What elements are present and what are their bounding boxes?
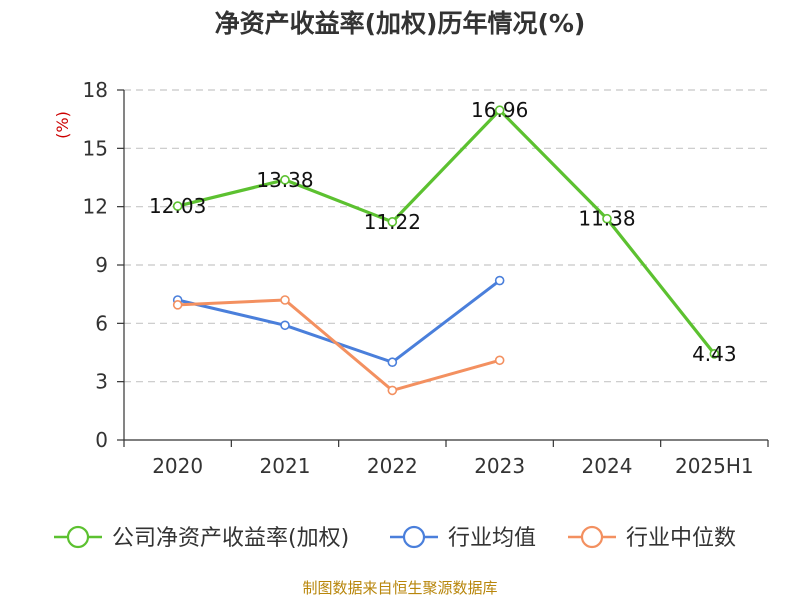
data-point [280, 175, 290, 185]
y-tick-label: 18 [83, 78, 108, 102]
y-tick-label: 12 [83, 195, 108, 219]
chart-title: 净资产收益率(加权)历年情况(%) [215, 9, 586, 38]
data-point [709, 349, 720, 359]
legend-item: 行业均值 [390, 525, 536, 551]
y-tick-label: 9 [95, 253, 108, 277]
legend-label: 行业中位数 [626, 526, 736, 551]
data-point [387, 385, 398, 396]
series-lines [172, 105, 720, 396]
data-point [602, 213, 612, 224]
data-point [172, 300, 183, 310]
series-line [177, 298, 501, 392]
data-label: 11.22 [364, 210, 421, 234]
series-line [177, 279, 501, 364]
data-point [494, 105, 505, 116]
series-line [177, 108, 716, 355]
data-label: 4.43 [692, 342, 737, 366]
data-label: 11.38 [578, 207, 635, 231]
grid-lines [124, 89, 768, 383]
x-tick-label: 2022 [367, 454, 418, 478]
data-point [280, 295, 290, 305]
data-labels: 12.03 13.38 11.22 16.96 11.38 4.43 [149, 98, 737, 366]
data-point [494, 355, 505, 366]
data-label: 13.38 [256, 168, 313, 192]
data-point [494, 275, 505, 286]
x-tick-label: 2021 [260, 454, 311, 478]
legend-marker [66, 525, 90, 549]
y-axis-unit-label: (%) [53, 111, 72, 139]
y-tick-label: 6 [95, 311, 108, 335]
y-tick-label: 3 [95, 370, 108, 394]
data-point [387, 217, 398, 227]
axes: 0 3 6 9 12 15 18 2020 2021 2022 2023 2024 2025H1 [83, 78, 769, 478]
x-tick-label: 2024 [582, 454, 633, 478]
legend-marker [580, 525, 604, 549]
x-tick-label: 2025H1 [675, 454, 754, 478]
x-tick-label: 2020 [152, 454, 203, 478]
data-label: 16.96 [471, 98, 528, 122]
y-tick-label: 15 [83, 136, 108, 160]
legend-item: 公司净资产收益率(加权) [54, 525, 349, 551]
x-tick-label: 2023 [474, 454, 525, 478]
data-point [280, 320, 290, 331]
legend: 公司净资产收益率(加权) 行业均值 行业中位数 [54, 525, 736, 551]
legend-item: 行业中位数 [568, 525, 736, 551]
legend-label: 行业均值 [448, 526, 536, 551]
data-point [172, 201, 183, 211]
legend-marker [402, 525, 426, 549]
data-label: 12.03 [149, 194, 206, 218]
data-point [387, 357, 398, 368]
source-note: 制图数据来自恒生聚源数据库 [302, 579, 497, 597]
y-tick-label: 0 [95, 428, 108, 452]
legend-label: 公司净资产收益率(加权) [112, 526, 349, 551]
